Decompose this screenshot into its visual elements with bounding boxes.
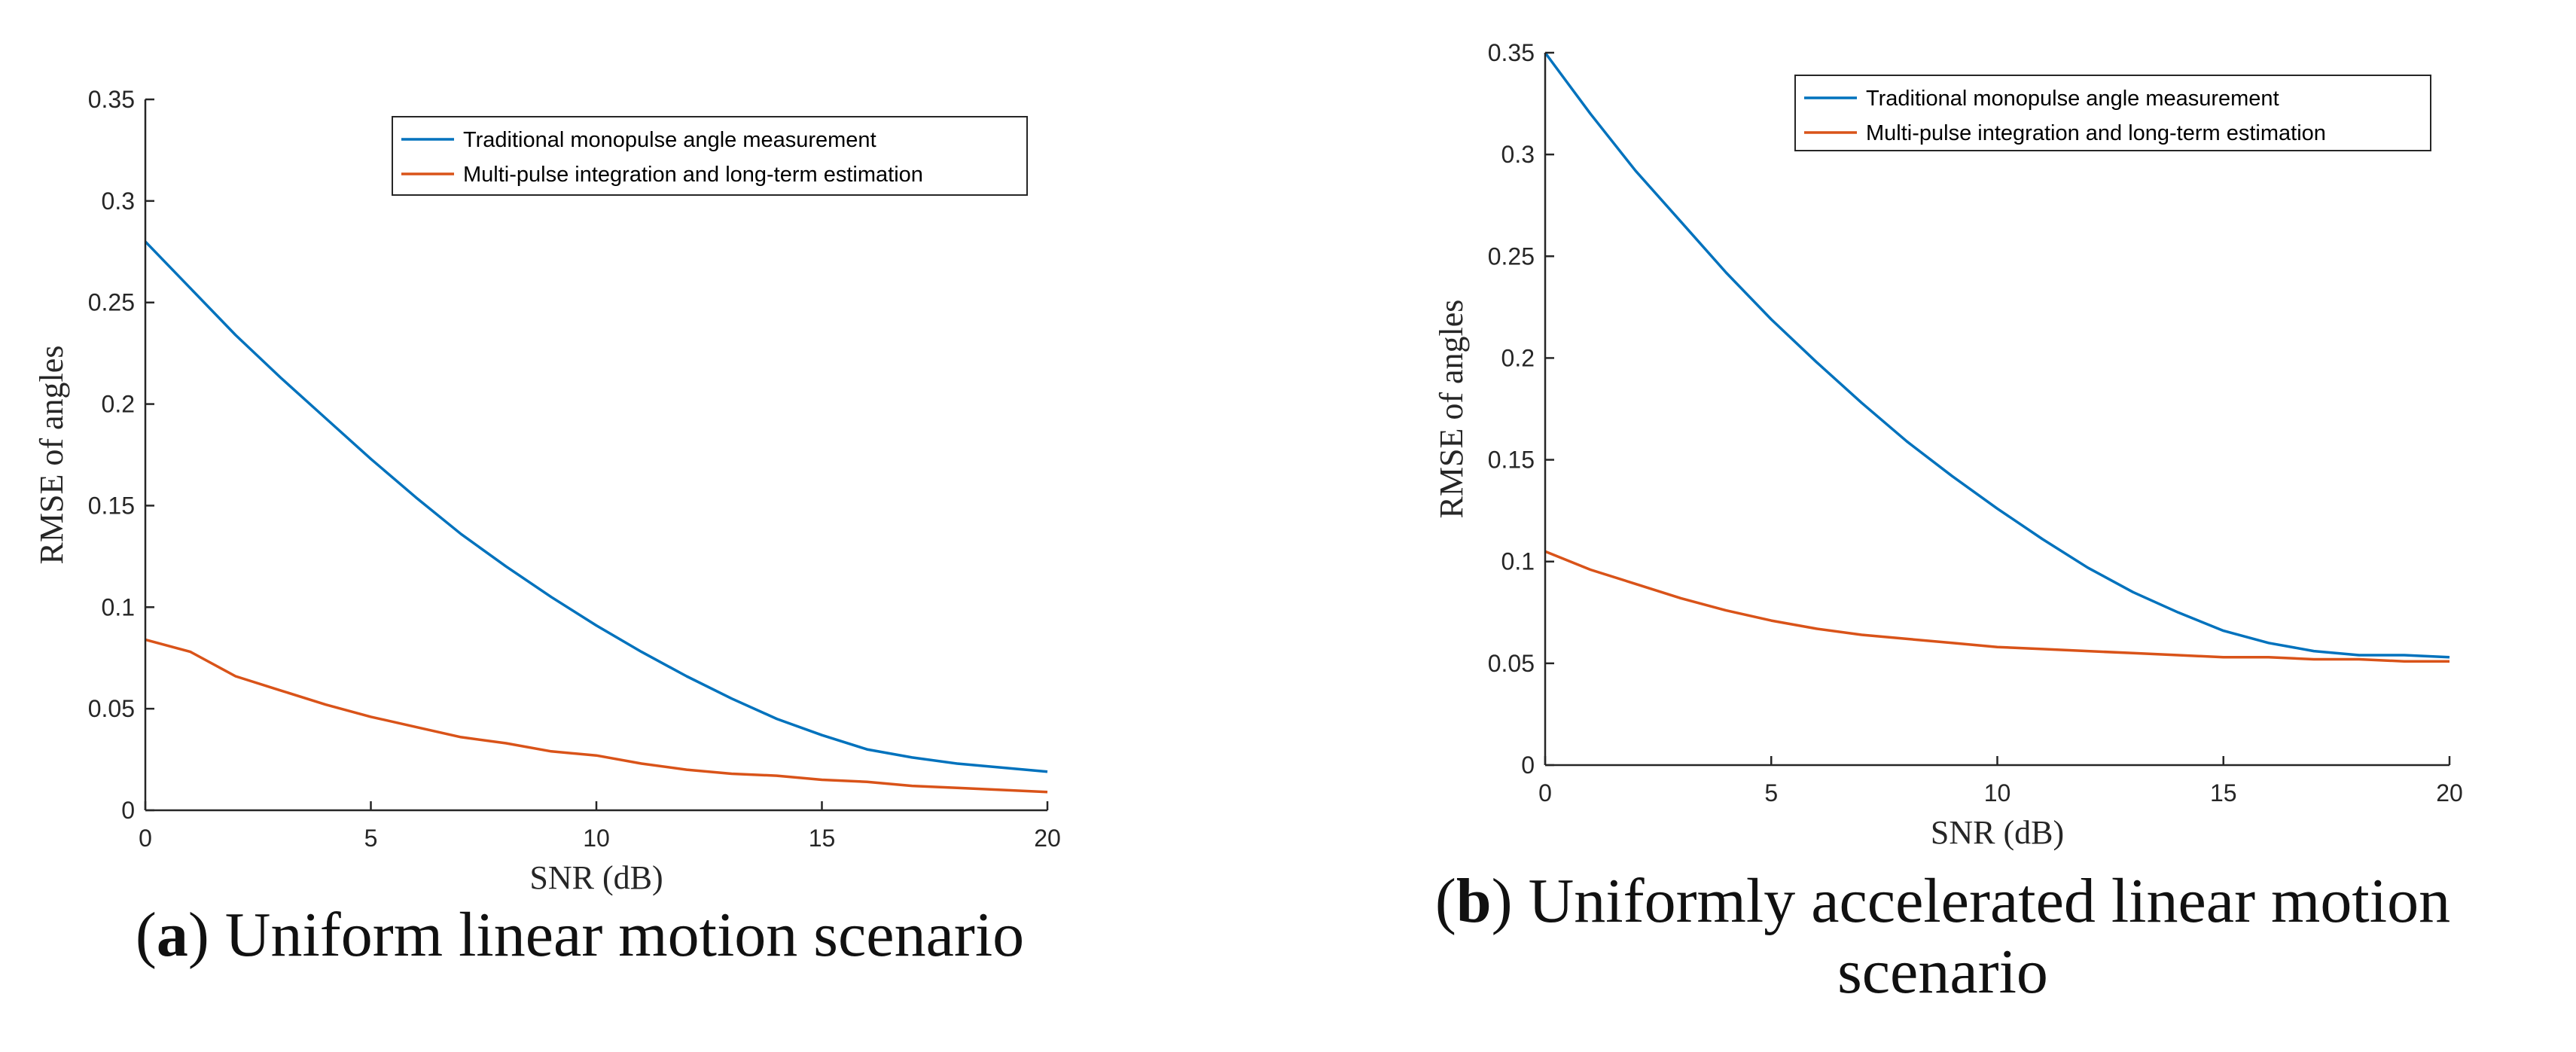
y-tick-label: 0.25 <box>1488 242 1535 270</box>
x-tick-label: 0 <box>1538 779 1552 807</box>
caption-a: (a) Uniform linear motion scenario <box>135 900 1025 970</box>
caption-b: (b) Uniformly accelerated linear motion … <box>1434 866 2451 1008</box>
y-tick-label: 0 <box>1521 752 1535 779</box>
x-tick-label: 10 <box>1984 779 2011 807</box>
x-tick-label: 5 <box>1764 779 1778 807</box>
y-tick-label: 0 <box>121 797 135 824</box>
y-tick-label: 0.25 <box>88 289 135 316</box>
legend-label-multipulse: Multi-pulse integration and long-term es… <box>463 163 923 187</box>
x-tick-label: 15 <box>809 825 836 852</box>
y-axis-label: RMSE of angles <box>33 346 70 565</box>
y-tick-label: 0.05 <box>88 695 135 722</box>
x-tick-label: 10 <box>583 825 610 852</box>
series-line-multipulse <box>145 638 1048 794</box>
y-tick-label: 0.1 <box>1501 548 1535 575</box>
series-line-multipulse <box>1544 550 2449 663</box>
legend-box <box>1794 75 2431 151</box>
legend: Traditional monopulse angle measurement M… <box>1794 75 2431 151</box>
y-tick-label: 0.35 <box>88 86 135 113</box>
x-tick-label: 0 <box>139 825 152 852</box>
x-axis-label: SNR (dB) <box>529 859 663 896</box>
y-axis-label: RMSE of angles <box>1433 300 1470 519</box>
x-tick-label: 20 <box>2436 779 2463 807</box>
legend: Traditional monopulse angle measurement M… <box>392 116 1028 196</box>
chart-a: 0 0.05 0.1 0.15 0.2 0.25 0.3 0.35 0 5 10 15 20 SNR (d… <box>33 86 1061 896</box>
legend-label-traditional: Traditional monopulse angle measurement <box>463 128 876 152</box>
y-tick-label: 0.2 <box>102 391 135 418</box>
x-tick-label: 15 <box>2210 779 2237 807</box>
caption-a-text: Uniform linear motion scenario <box>224 900 1025 970</box>
y-tick-label: 0.2 <box>1501 344 1535 371</box>
x-tick-label: 5 <box>364 825 378 852</box>
x-axis-label: SNR (dB) <box>1931 814 2064 851</box>
legend-label-traditional: Traditional monopulse angle measurement <box>1866 87 2279 111</box>
series-line-traditional <box>144 240 1048 773</box>
y-tick-label: 0.35 <box>1488 39 1535 66</box>
series-line-traditional <box>1544 51 2450 659</box>
y-tick-label: 0.1 <box>102 593 135 621</box>
y-tick-label: 0.3 <box>1501 141 1535 168</box>
x-tick-label: 20 <box>1034 825 1061 852</box>
caption-a-letter: a <box>156 900 188 970</box>
caption-b-text: Uniformly accelerated linear motion scen… <box>1528 866 2451 1008</box>
y-tick-label: 0.05 <box>1488 650 1535 677</box>
caption-b-letter: b <box>1456 866 1492 936</box>
legend-box <box>392 116 1028 196</box>
y-tick-label: 0.15 <box>88 492 135 519</box>
y-tick-label: 0.3 <box>102 188 135 215</box>
chart-b: 0 0.05 0.1 0.15 0.2 0.25 0.3 0.35 0 5 10 15 20 SNR (d… <box>1433 39 2463 851</box>
y-tick-label: 0.15 <box>1488 447 1535 474</box>
legend-label-multipulse: Multi-pulse integration and long-term es… <box>1866 121 2326 145</box>
